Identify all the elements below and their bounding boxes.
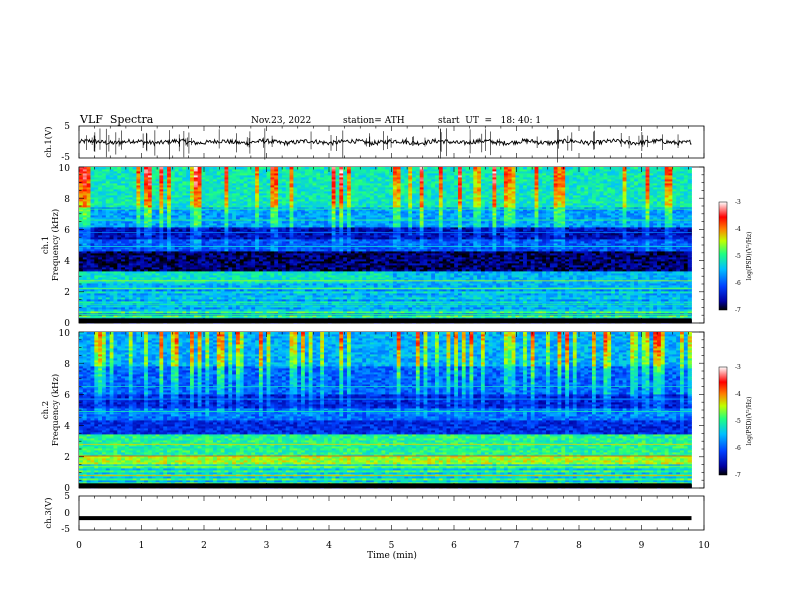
ch1-ytick-top: 5 [64, 122, 70, 132]
ch1-waveform-panel: 5 -5 ch.1(V) [43, 122, 704, 163]
ch1-ylabel: ch.1(V) [43, 126, 54, 157]
ch1-ytick-bottom: -5 [61, 153, 70, 163]
ch1-spectrogram-panel: 0 2 4 6 8 10 ch.1 Frequency (kHz) [41, 164, 704, 329]
ch1-spectrogram-image [79, 167, 704, 323]
